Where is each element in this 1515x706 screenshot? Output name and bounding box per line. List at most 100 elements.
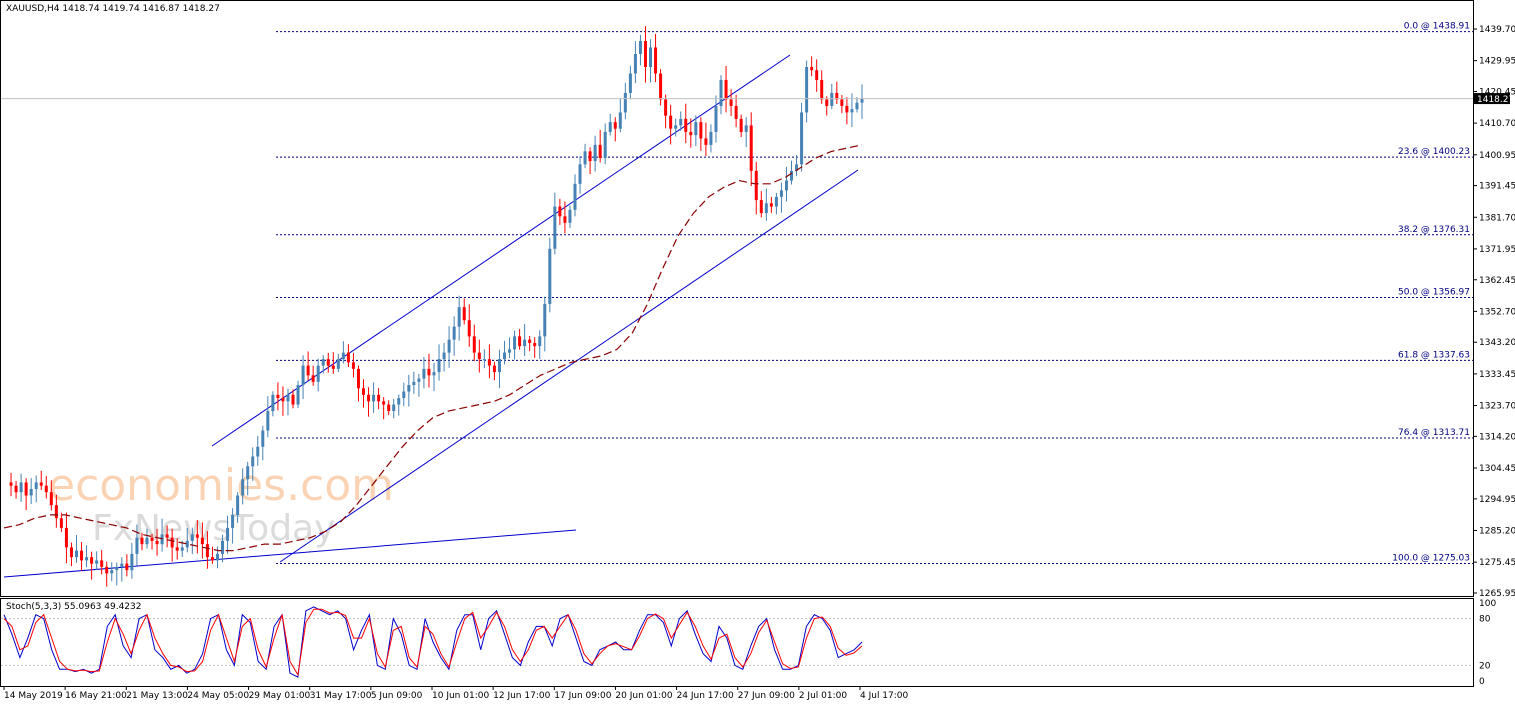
candle-body xyxy=(482,359,486,361)
candle-body xyxy=(100,560,104,567)
candle-body xyxy=(291,394,295,405)
candle-body xyxy=(573,183,577,210)
candle-body xyxy=(548,248,552,304)
candle-body xyxy=(367,394,371,402)
candle-body xyxy=(643,41,647,67)
candle-body xyxy=(226,527,230,541)
candle-body xyxy=(729,99,733,106)
candle-body xyxy=(800,112,804,165)
candle-body xyxy=(321,359,325,366)
candle-body xyxy=(130,553,134,571)
price-tick-label: 1439.70 xyxy=(1479,25,1515,35)
candle-body xyxy=(477,352,481,360)
candle-body xyxy=(759,200,763,214)
candle-body xyxy=(306,365,310,376)
candle-body xyxy=(200,537,204,545)
candle-body xyxy=(80,550,84,561)
price-tick-label: 1343.20 xyxy=(1479,338,1515,348)
candle-body xyxy=(19,482,23,493)
candle-body xyxy=(860,98,864,103)
candle-body xyxy=(326,359,330,366)
candle-body xyxy=(125,563,129,571)
candle-body xyxy=(210,557,214,561)
time-tick-label: 27 Jun 09:00 xyxy=(738,691,795,701)
fib-level-label: 0.0 @ 1438.91 xyxy=(1404,22,1470,32)
stoch-header: Stoch(5,3,3) 55.0963 49.4232 xyxy=(6,602,141,612)
candle-body xyxy=(467,320,471,337)
candle-body xyxy=(583,151,587,165)
candle-body xyxy=(684,118,688,132)
time-tick-label: 10 Jun 01:00 xyxy=(432,691,489,701)
candle-body xyxy=(251,456,255,467)
candle-body xyxy=(356,368,360,389)
candle-body xyxy=(628,73,632,93)
candle-body xyxy=(372,394,376,402)
candle-body xyxy=(734,105,738,119)
time-tick-label: 14 May 2019 xyxy=(4,691,63,701)
candle-body xyxy=(155,540,159,545)
candle-body xyxy=(135,537,139,554)
channel-lines xyxy=(3,54,859,578)
candle-body xyxy=(568,209,572,223)
fib-level-label: 38.2 @ 1376.31 xyxy=(1398,225,1470,235)
candle-body xyxy=(205,544,209,558)
candle-body xyxy=(24,482,28,496)
candle-body xyxy=(593,144,597,162)
candle-body xyxy=(810,66,814,71)
candle-body xyxy=(271,394,275,412)
candle-body xyxy=(744,125,748,132)
candle-body xyxy=(382,401,386,405)
candle-body xyxy=(150,537,154,541)
candle-body xyxy=(840,99,844,106)
candle-body xyxy=(402,391,406,399)
candle-body xyxy=(261,430,265,447)
time-tick-label: 29 May 01:00 xyxy=(249,691,311,701)
fib-level-label: 23.6 @ 1400.23 xyxy=(1398,147,1470,157)
candle-body xyxy=(704,138,708,145)
candle-body xyxy=(724,79,728,100)
candle-body xyxy=(608,122,612,132)
candle-body xyxy=(659,73,663,100)
price-tick-label: 1352.70 xyxy=(1479,307,1515,317)
candle-body xyxy=(215,553,219,561)
candle-body xyxy=(850,109,854,113)
candle-body xyxy=(654,47,658,74)
candle-body xyxy=(281,398,285,402)
candle-body xyxy=(533,342,537,347)
time-tick-label: 12 Jun 17:00 xyxy=(493,691,550,701)
stoch-tick-label: 80 xyxy=(1479,615,1491,625)
candle-body xyxy=(820,79,824,100)
candle-body xyxy=(346,352,350,363)
price-tick-label: 1381.70 xyxy=(1479,213,1515,223)
candle-body xyxy=(472,336,476,353)
candle-body xyxy=(331,365,335,369)
candle-body xyxy=(387,404,391,412)
candle-body xyxy=(221,540,225,554)
price-tick-label: 1362.45 xyxy=(1479,276,1515,286)
candle-body xyxy=(518,336,522,347)
symbol-header: XAUUSD,H4 1418.74 1419.74 1416.87 1418.2… xyxy=(6,4,220,14)
candle-body xyxy=(613,122,617,129)
candle-body xyxy=(105,566,109,574)
candle-body xyxy=(351,362,355,369)
time-tick-label: 4 Jul 17:00 xyxy=(860,691,909,701)
candle-body xyxy=(790,170,794,181)
time-tick-label: 16 May 21:00 xyxy=(65,691,127,701)
candle-body xyxy=(649,47,653,67)
candle-body xyxy=(64,527,68,548)
candle-body xyxy=(44,485,48,493)
candle-body xyxy=(825,99,829,106)
candle-body xyxy=(266,411,270,431)
candle-body xyxy=(170,537,174,548)
candle-body xyxy=(145,537,149,545)
moving-average-line xyxy=(3,144,863,552)
price-tick-label: 1410.70 xyxy=(1479,119,1515,129)
candle-body xyxy=(422,368,426,379)
candle-body xyxy=(598,144,602,158)
candle-body xyxy=(694,122,698,136)
candle-body xyxy=(286,394,290,402)
channel-lower-line xyxy=(279,169,859,563)
candle-body xyxy=(779,190,783,197)
candle-body xyxy=(633,53,637,74)
candle-body xyxy=(241,479,245,496)
